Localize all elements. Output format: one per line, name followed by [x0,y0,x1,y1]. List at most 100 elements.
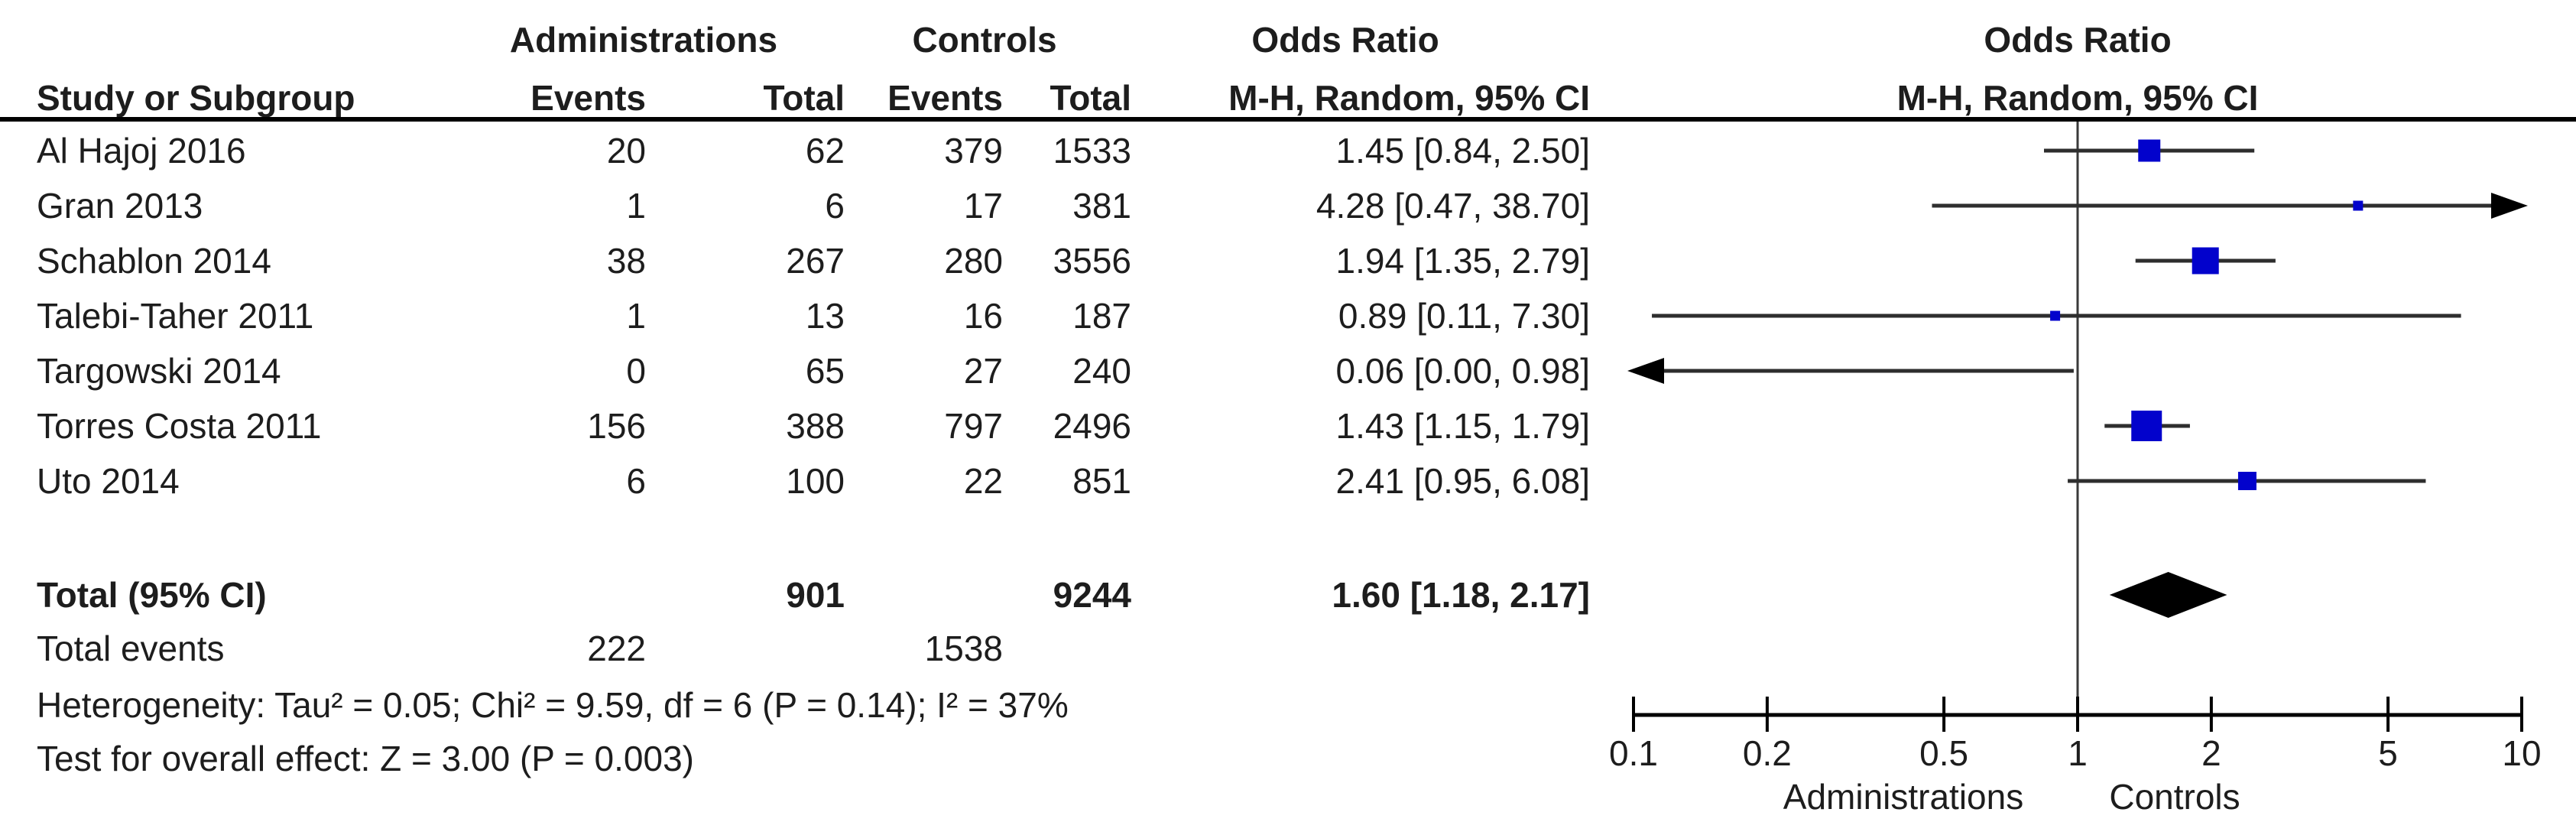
odds-ratio-right-header: Odds Ratio [1984,20,2172,60]
mh-ci-left-column-header: M-H, Random, 95% CI [1228,78,1590,118]
or-marker-talebi-taher-2011 [2050,310,2061,321]
controls-events-value: 22 [963,461,1003,501]
overall-effect-note: Test for overall effect: Z = 3.00 (P = 0… [37,739,694,778]
x-axis-tick-0.5 [1942,697,1946,732]
administrations-group-header: Administrations [509,20,778,60]
odds-ratio-ci-text: 4.28 [0.47, 38.70] [1316,186,1590,226]
x-axis-tick-label-2: 2 [2201,733,2221,773]
or-marker-al-hajoj-2016 [2138,139,2161,162]
controls-events-value: 379 [944,131,1003,171]
odds-ratio-ci-text: 1.94 [1.35, 2.79] [1335,241,1591,281]
or-marker-schablon-2014 [2192,247,2219,275]
admin-events-value: 6 [626,461,646,501]
x-axis-tick-label-10: 10 [2502,733,2541,773]
table-row-targowski-2014: Targowski 2014 0 65 27 240 0.06 [0.00, 0.98] [0,343,2576,398]
controls-total-value: 187 [1072,296,1131,336]
study-name: Torres Costa 2011 [37,406,322,446]
header-divider-line [0,117,2576,122]
odds-ratio-left-header: Odds Ratio [1251,20,1439,60]
admin-total-value: 6 [825,186,845,226]
table-row-torres-costa-2011: Torres Costa 2011 156 388 797 2496 1.43 [1.15… [0,398,2576,453]
study-column-header: Study or Subgroup [37,78,355,118]
admin-total-value: 13 [805,296,845,336]
total-events-admin-value: 222 [587,629,646,668]
admin-events-value: 1 [626,296,646,336]
table-row-total-events: Total events 222 1538 [0,621,2576,676]
mh-ci-right-column-header: M-H, Random, 95% CI [1896,78,2259,118]
table-row-al-hajoj-2016: Al Hajoj 2016 20 62 379 1533 1.45 [0.84, 2.50… [0,123,2576,178]
heterogeneity-note: Heterogeneity: Tau² = 0.05; Chi² = 9.59,… [37,685,1069,725]
controls-total-value: 381 [1072,186,1131,226]
controls-total-column-header: Total [1050,78,1131,118]
controls-events-value: 16 [963,296,1003,336]
x-axis-tick-10 [2520,697,2523,732]
or-marker-torres-costa-2011 [2131,411,2162,441]
study-name: Al Hajoj 2016 [37,131,246,171]
axis-label-controls: Controls [2109,777,2240,817]
study-name: Gran 2013 [37,186,203,226]
controls-events-column-header: Events [887,78,1003,118]
odds-ratio-ci-text: 0.06 [0.00, 0.98] [1335,351,1591,391]
ci-line-targowski-2014 [1659,369,2074,373]
controls-total-value: 1533 [1053,131,1131,171]
controls-events-value: 280 [944,241,1003,281]
table-row-total: Total (95% CI) 901 9244 1.60 [1.18, 2.17] [0,567,2576,622]
study-name: Targowski 2014 [37,351,281,391]
admin-total-value: 267 [786,241,845,281]
ci-line-gran-2013 [1932,203,2496,208]
controls-events-value: 797 [944,406,1003,446]
admin-events-value: 156 [587,406,646,446]
study-name: Schablon 2014 [37,241,271,281]
ci-arrow-right-gran-2013 [2491,193,2528,219]
table-row-schablon-2014: Schablon 2014 38 267 280 3556 1.94 [1.35, 2.7… [0,233,2576,288]
admin-total-value: 65 [805,351,845,391]
odds-ratio-ci-text: 2.41 [0.95, 6.08] [1335,461,1591,501]
admin-events-column-header: Events [530,78,646,118]
controls-group-header: Controls [912,20,1057,60]
x-axis-tick-2 [2209,697,2213,732]
admin-total-value: 388 [786,406,845,446]
table-row-uto-2014: Uto 2014 6 100 22 851 2.41 [0.95, 6.08] [0,453,2576,508]
total-admin-total-value: 901 [786,575,845,615]
odds-ratio-ci-text: 1.45 [0.84, 2.50] [1335,131,1591,171]
odds-ratio-ci-text: 0.89 [0.11, 7.30] [1338,296,1590,336]
admin-total-column-header: Total [763,78,845,118]
controls-total-value: 851 [1072,461,1131,501]
controls-total-value: 240 [1072,351,1131,391]
x-axis-tick-label-0.1: 0.1 [1609,733,1658,773]
table-row-talebi-taher-2011: Talebi-Taher 2011 1 13 16 187 0.89 [0.11, 7.3… [0,288,2576,343]
study-name: Talebi-Taher 2011 [37,296,314,336]
admin-events-value: 20 [606,131,646,171]
total-events-label: Total events [37,629,225,668]
no-effect-line [2076,122,2079,715]
admin-events-value: 38 [606,241,646,281]
total-events-controls-value: 1538 [924,629,1003,668]
admin-events-value: 1 [626,186,646,226]
admin-total-value: 100 [786,461,845,501]
summary-diamond [2109,572,2227,618]
x-axis-tick-label-0.5: 0.5 [1919,733,1968,773]
controls-events-value: 17 [963,186,1003,226]
odds-ratio-ci-text: 1.43 [1.15, 1.79] [1335,406,1591,446]
x-axis-tick-0.2 [1765,697,1769,732]
table-row-gran-2013: Gran 2013 1 6 17 381 4.28 [0.47, 38.70] [0,178,2576,233]
total-row-label: Total (95% CI) [37,575,267,615]
controls-total-value: 2496 [1053,406,1131,446]
ci-arrow-left-targowski-2014 [1627,358,1664,384]
x-axis-tick-label-5: 5 [2378,733,2398,773]
x-axis-tick-label-0.2: 0.2 [1743,733,1792,773]
x-axis-tick-0.1 [1632,697,1635,732]
x-axis-tick-1 [2076,697,2079,732]
x-axis-tick-5 [2386,697,2390,732]
total-odds-ratio-ci-text: 1.60 [1.18, 2.17] [1332,575,1590,615]
axis-label-administrations: Administrations [1783,777,2023,817]
or-marker-gran-2013 [2353,200,2363,211]
admin-total-value: 62 [805,131,845,171]
controls-total-value: 3556 [1053,241,1131,281]
admin-events-value: 0 [626,351,646,391]
study-name: Uto 2014 [37,461,180,501]
total-controls-total-value: 9244 [1053,575,1131,615]
or-marker-uto-2014 [2237,472,2256,490]
